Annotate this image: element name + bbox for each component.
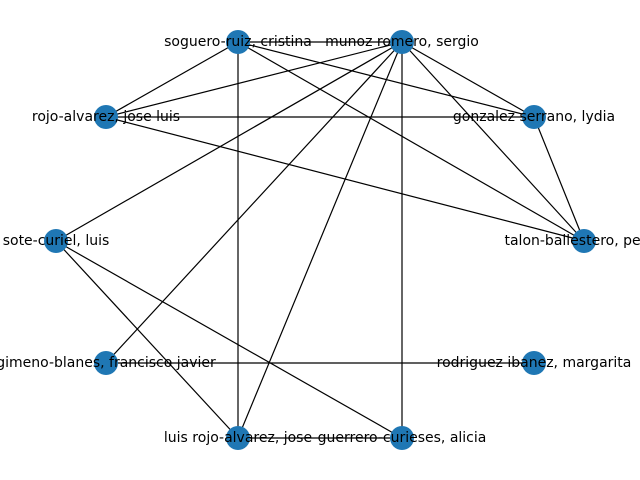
edge-munoz-sote — [55, 41, 403, 242]
edge-sote-guerrero — [55, 240, 403, 439]
node-label-sote: sote-curiel, luis — [3, 233, 110, 249]
node-label-rojo_jl: rojo-alvarez, jose luis — [32, 109, 180, 125]
edges-layer — [55, 41, 585, 439]
node-talon — [572, 229, 596, 253]
node-soguero — [226, 30, 250, 54]
edge-munoz-talon — [401, 41, 585, 242]
node-luis_rojo — [226, 426, 250, 450]
edge-munoz-luis_rojo — [237, 41, 403, 439]
node-gimeno — [94, 351, 118, 375]
edge-munoz-gonzalez — [401, 41, 535, 118]
node-label-rodriguez: rodriguez ibanez, margarita — [437, 355, 632, 371]
edge-soguero-rojo_jl — [105, 41, 239, 118]
nodes-layer — [44, 30, 596, 450]
node-label-gimeno: gimeno-blanes, francisco javier — [0, 355, 216, 371]
node-label-talon: talon-ballestero, pedro — [504, 233, 640, 249]
node-rodriguez — [522, 351, 546, 375]
node-label-luis_rojo: luis rojo-alvarez, jose — [164, 430, 312, 446]
node-gonzalez — [522, 105, 546, 129]
edge-soguero-talon — [237, 41, 585, 242]
node-label-soguero: soguero-ruiz, cristina — [164, 34, 312, 50]
edge-rojo_jl-talon — [105, 116, 585, 242]
node-label-munoz: munoz romero, sergio — [325, 34, 479, 50]
node-sote — [44, 229, 68, 253]
node-munoz — [390, 30, 414, 54]
edge-gonzalez-talon — [533, 116, 585, 242]
edge-sote-luis_rojo — [55, 240, 239, 439]
node-label-guerrero: guerrero-curieses, alicia — [318, 430, 487, 446]
node-guerrero — [390, 426, 414, 450]
node-rojo_jl — [94, 105, 118, 129]
node-label-gonzalez: gonzalez serrano, lydia — [453, 109, 615, 125]
labels-layer: munoz romero, sergio soguero-ruiz, cristi… — [0, 34, 640, 446]
edge-munoz-gimeno — [105, 41, 403, 364]
edge-munoz-rojo_jl — [105, 41, 403, 118]
